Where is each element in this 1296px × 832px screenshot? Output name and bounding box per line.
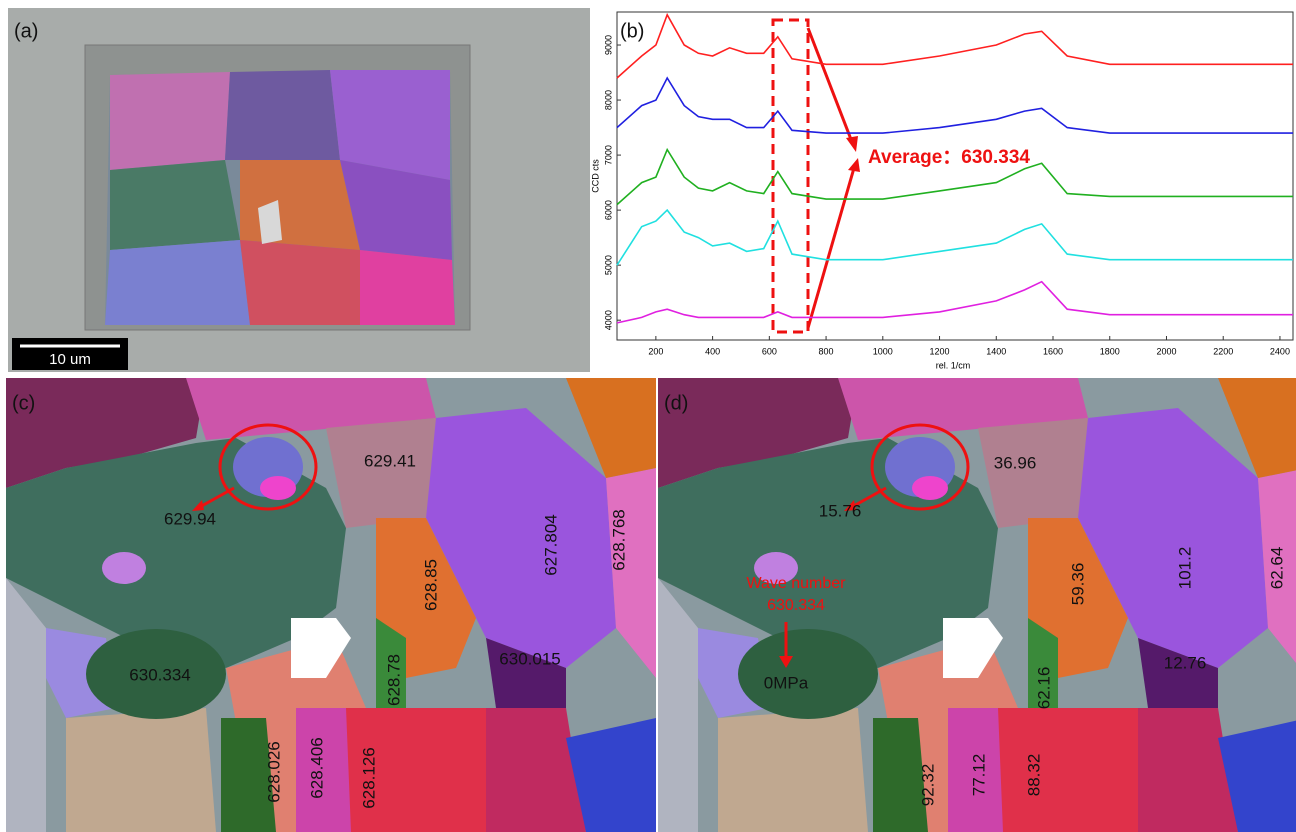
x-tick-label: 800 xyxy=(819,346,834,356)
y-tick-label: 8000 xyxy=(603,90,613,110)
region-value: 629.94 xyxy=(164,509,216,528)
x-tick-label: 1800 xyxy=(1100,346,1120,356)
x-tick-label: 600 xyxy=(762,346,777,356)
region-value: 101.2 xyxy=(1175,547,1194,590)
region-value: 628.126 xyxy=(359,747,378,808)
panel-label: (b) xyxy=(620,20,644,42)
figure: (a) 10 um (b) Average：630.334 rel. 1/cm … xyxy=(0,0,1296,832)
region-value: 59.36 xyxy=(1068,563,1087,606)
x-tick-label: 2000 xyxy=(1156,346,1176,356)
region-value: 92.32 xyxy=(918,764,937,807)
note: 630.334 xyxy=(767,597,825,614)
x-tick-label: 400 xyxy=(705,346,720,356)
x-axis-label: rel. 1/cm xyxy=(936,360,971,370)
panel-label: (d) xyxy=(664,392,688,414)
y-tick-label: 4000 xyxy=(603,310,613,330)
y-tick-label: 9000 xyxy=(603,35,613,55)
x-tick-label: 2400 xyxy=(1270,346,1290,356)
region-value: 12.76 xyxy=(1164,653,1207,672)
scale-bar-label: 10 um xyxy=(49,351,91,368)
panel-a: (a) 10 um xyxy=(8,8,590,372)
panel-c: (c) 629.94 629.41 627.804 628.768 628.85 630.… xyxy=(6,378,656,832)
region-value: 627.804 xyxy=(541,514,560,575)
region-value: 15.76 xyxy=(819,501,862,520)
region-value: 628.768 xyxy=(609,509,628,570)
x-tick-label: 200 xyxy=(648,346,663,356)
x-tick-label: 1200 xyxy=(930,346,950,356)
panel-d: (d) Wave number 630.334 15.76 36.96 101.2 6… xyxy=(658,378,1296,832)
region-value: 77.12 xyxy=(969,754,988,797)
y-axis-label: CCD cts xyxy=(590,159,600,193)
region-value: 629.41 xyxy=(364,451,416,470)
y-tick-label: 7000 xyxy=(603,145,613,165)
x-tick-label: 1400 xyxy=(986,346,1006,356)
x-tick-label: 1000 xyxy=(873,346,893,356)
region-value: 628.026 xyxy=(264,741,283,802)
x-tick-label: 1600 xyxy=(1043,346,1063,356)
panel-label: (c) xyxy=(12,392,35,414)
region-value: 628.85 xyxy=(421,559,440,611)
region-value: 630.334 xyxy=(129,665,190,684)
region-value: 62.64 xyxy=(1267,547,1286,590)
region-value: 630.015 xyxy=(499,649,560,668)
region-value: 62.16 xyxy=(1034,667,1053,710)
region-value: 628.78 xyxy=(384,654,403,706)
panel-b: (b) Average：630.334 rel. 1/cm CCD cts 20… xyxy=(590,12,1293,370)
y-tick-label: 5000 xyxy=(603,255,613,275)
region-value: 628.406 xyxy=(307,737,326,798)
y-tick-label: 6000 xyxy=(603,200,613,220)
note: Wave number xyxy=(747,575,847,592)
region-value: 0MPa xyxy=(764,673,809,692)
region-value: 36.96 xyxy=(994,453,1037,472)
x-tick-label: 2200 xyxy=(1213,346,1233,356)
panel-label: (a) xyxy=(14,20,38,42)
region-value: 88.32 xyxy=(1024,754,1043,797)
annotation: Average：630.334 xyxy=(868,147,1030,168)
